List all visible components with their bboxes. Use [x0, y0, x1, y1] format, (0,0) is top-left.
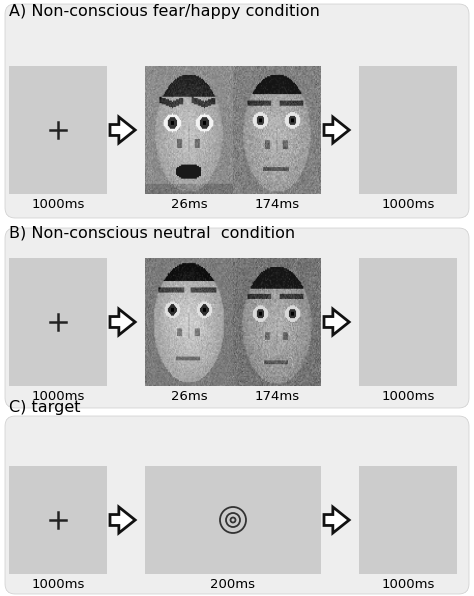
- Polygon shape: [110, 309, 135, 335]
- Bar: [9, 258, 107, 386]
- Text: 200ms: 200ms: [210, 578, 255, 591]
- FancyBboxPatch shape: [5, 228, 469, 408]
- Bar: [9, 466, 107, 574]
- Text: B) Non-conscious neutral  condition: B) Non-conscious neutral condition: [9, 226, 295, 241]
- Text: 174ms: 174ms: [255, 198, 300, 211]
- Text: 1000ms: 1000ms: [31, 198, 85, 211]
- FancyBboxPatch shape: [5, 416, 469, 594]
- Text: 1000ms: 1000ms: [381, 198, 435, 211]
- Text: 1000ms: 1000ms: [381, 578, 435, 591]
- Polygon shape: [110, 117, 135, 143]
- Polygon shape: [324, 507, 349, 533]
- FancyBboxPatch shape: [5, 4, 469, 218]
- Text: 26ms: 26ms: [171, 390, 207, 403]
- Polygon shape: [110, 507, 135, 533]
- Text: A) Non-conscious fear/happy condition: A) Non-conscious fear/happy condition: [9, 4, 320, 19]
- Bar: [145, 466, 321, 574]
- Polygon shape: [324, 309, 349, 335]
- Text: 26ms: 26ms: [171, 198, 207, 211]
- Text: C) target: C) target: [9, 400, 81, 415]
- Bar: [359, 258, 457, 386]
- Polygon shape: [324, 117, 349, 143]
- Text: 1000ms: 1000ms: [31, 578, 85, 591]
- Bar: [9, 66, 107, 194]
- Bar: [359, 466, 457, 574]
- Text: 1000ms: 1000ms: [381, 390, 435, 403]
- Bar: [359, 66, 457, 194]
- Text: 174ms: 174ms: [255, 390, 300, 403]
- Text: 1000ms: 1000ms: [31, 390, 85, 403]
